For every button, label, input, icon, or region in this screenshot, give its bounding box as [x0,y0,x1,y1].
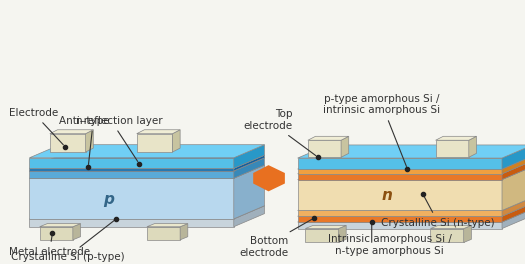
Polygon shape [73,224,80,240]
FancyBboxPatch shape [298,169,502,174]
FancyBboxPatch shape [147,227,180,240]
FancyBboxPatch shape [50,134,86,152]
Text: Crystalline Si (p-type): Crystalline Si (p-type) [11,221,124,262]
Polygon shape [136,130,180,134]
Polygon shape [464,225,471,242]
Polygon shape [173,130,180,152]
Polygon shape [502,145,525,169]
Polygon shape [29,155,265,168]
FancyBboxPatch shape [298,174,502,180]
Text: Top
electrode: Top electrode [244,110,316,155]
Text: p: p [103,192,114,207]
Polygon shape [234,165,265,219]
Polygon shape [234,206,265,227]
Text: Metal electrode: Metal electrode [9,236,90,257]
Polygon shape [298,197,525,210]
Text: n: n [382,188,393,203]
Polygon shape [308,136,349,140]
FancyBboxPatch shape [298,210,502,216]
FancyBboxPatch shape [29,178,234,219]
FancyBboxPatch shape [29,158,234,168]
Polygon shape [298,161,525,174]
Polygon shape [502,156,525,174]
Text: n-type: n-type [77,116,110,164]
FancyBboxPatch shape [29,219,234,227]
Polygon shape [234,145,265,168]
Polygon shape [502,197,525,216]
FancyBboxPatch shape [298,222,502,229]
Text: Anti-reflection layer: Anti-reflection layer [59,116,163,162]
Polygon shape [180,224,188,240]
Polygon shape [298,145,525,158]
FancyBboxPatch shape [306,229,339,242]
Polygon shape [234,155,265,171]
Text: Intrinsic amorphous Si /
n-type amorphous Si: Intrinsic amorphous Si / n-type amorphou… [328,234,452,256]
Polygon shape [298,167,525,180]
Text: Bottom
electrode: Bottom electrode [239,219,311,257]
Polygon shape [339,225,346,242]
Polygon shape [341,136,349,157]
FancyBboxPatch shape [298,180,502,210]
Polygon shape [29,206,265,219]
FancyBboxPatch shape [436,140,469,157]
Polygon shape [502,167,525,210]
Text: p-type amorphous Si /
intrinsic amorphous Si: p-type amorphous Si / intrinsic amorphou… [323,94,440,167]
Polygon shape [86,130,93,152]
Polygon shape [29,158,265,171]
FancyBboxPatch shape [298,158,502,169]
Polygon shape [298,209,525,222]
Text: Electrode: Electrode [9,108,64,145]
FancyBboxPatch shape [29,168,234,171]
FancyBboxPatch shape [29,171,234,178]
Polygon shape [430,225,471,229]
Text: Crystalline Si (n-type): Crystalline Si (n-type) [381,196,495,228]
Polygon shape [502,203,525,222]
FancyBboxPatch shape [298,216,502,222]
FancyBboxPatch shape [136,134,173,152]
Polygon shape [298,156,525,169]
Polygon shape [502,209,525,229]
Polygon shape [29,165,265,178]
Polygon shape [306,225,346,229]
Polygon shape [147,224,188,227]
Polygon shape [50,130,93,134]
Polygon shape [298,203,525,216]
Polygon shape [469,136,477,157]
Polygon shape [29,145,265,158]
FancyBboxPatch shape [39,227,73,240]
Polygon shape [39,224,80,227]
Polygon shape [234,158,265,178]
FancyBboxPatch shape [430,229,464,242]
Polygon shape [502,161,525,180]
Polygon shape [253,165,285,191]
FancyBboxPatch shape [308,140,341,157]
Polygon shape [436,136,477,140]
